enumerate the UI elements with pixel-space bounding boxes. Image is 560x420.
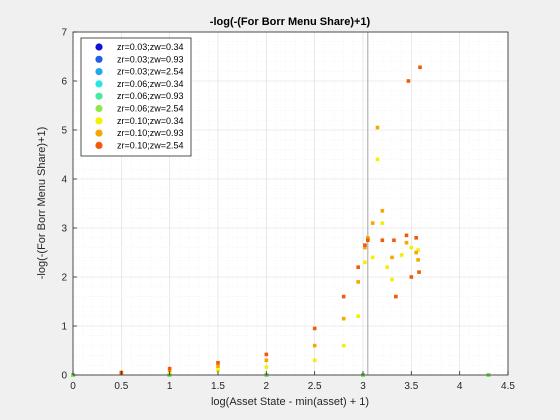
data-point bbox=[418, 65, 422, 70]
x-tick-label: 4.5 bbox=[501, 381, 515, 392]
legend-entry: zr=0.06;zw=0.34 bbox=[117, 79, 184, 89]
legend-entry: zr=0.03;zw=0.93 bbox=[117, 54, 184, 64]
plot-frame bbox=[72, 31, 509, 376]
data-point bbox=[363, 260, 367, 265]
data-point bbox=[399, 253, 404, 257]
x-tick-label: 0 bbox=[70, 381, 76, 392]
data-point bbox=[416, 248, 420, 252]
series-9 bbox=[119, 65, 422, 375]
data-point bbox=[216, 368, 220, 372]
data-point bbox=[216, 360, 220, 365]
data-point bbox=[356, 265, 360, 269]
data-point bbox=[414, 236, 418, 240]
legend-entry: zr=0.03;zw=2.54 bbox=[117, 67, 184, 77]
data-point bbox=[363, 243, 367, 247]
y-tick-label: 1 bbox=[61, 322, 67, 333]
data-point bbox=[264, 365, 269, 369]
y-tick-label: 6 bbox=[61, 77, 67, 88]
data-point bbox=[312, 343, 317, 348]
data-point bbox=[312, 326, 317, 331]
legend-entry: zr=0.10;zw=0.93 bbox=[117, 128, 184, 138]
y-tick-label: 7 bbox=[61, 28, 67, 39]
y-axis-ticks: 0 1 2 3 4 5 6 7 bbox=[61, 28, 77, 382]
legend-entry: zr=0.06;zw=2.54 bbox=[117, 104, 184, 114]
y-tick-label: 0 bbox=[61, 371, 67, 382]
legend-entry: zr=0.06;zw=0.93 bbox=[117, 91, 184, 101]
data-point bbox=[356, 280, 360, 284]
data-point bbox=[390, 277, 394, 282]
legend-marker bbox=[95, 92, 103, 100]
legend-entry: zr=0.10;zw=0.34 bbox=[117, 116, 184, 126]
y-tick-label: 5 bbox=[61, 126, 67, 137]
x-tick-label: 2 bbox=[264, 381, 270, 392]
x-tick-label: 3.5 bbox=[404, 381, 418, 392]
x-axis-ticks: 0 0.5 1 1.5 2 2.5 3 3.5 4 4.5 bbox=[70, 371, 515, 392]
data-point bbox=[394, 294, 398, 299]
data-point bbox=[356, 314, 360, 318]
legend-marker bbox=[95, 104, 103, 113]
data-point bbox=[363, 245, 367, 250]
data-point bbox=[380, 238, 385, 243]
x-tick-label: 0.5 bbox=[114, 381, 128, 392]
x-axis-label: log(Asset State - min(asset) + 1) bbox=[211, 396, 369, 408]
data-point bbox=[409, 275, 414, 279]
legend-marker bbox=[95, 129, 103, 137]
data-point bbox=[416, 258, 420, 262]
data-point bbox=[375, 157, 380, 162]
data-point bbox=[312, 358, 317, 363]
legend-marker bbox=[95, 117, 103, 125]
data-point bbox=[380, 209, 385, 213]
data-point bbox=[366, 236, 370, 240]
data-point bbox=[370, 255, 375, 260]
data-point bbox=[366, 238, 370, 243]
data-point bbox=[375, 125, 380, 130]
data-point bbox=[409, 245, 414, 250]
data-point bbox=[404, 240, 409, 245]
data-point bbox=[404, 233, 409, 238]
x-tick-label: 2.5 bbox=[308, 381, 322, 392]
y-tick-label: 2 bbox=[61, 273, 67, 284]
data-point bbox=[406, 79, 411, 83]
data-point bbox=[385, 265, 389, 269]
data-point bbox=[341, 294, 346, 299]
x-tick-label: 4 bbox=[457, 381, 463, 392]
data-point bbox=[417, 270, 421, 274]
legend-marker bbox=[95, 68, 103, 76]
data-point bbox=[264, 358, 269, 363]
y-axis-label: -log(-(For Borr Menu Share)+1) bbox=[36, 127, 48, 280]
legend-marker bbox=[95, 55, 103, 63]
data-point bbox=[341, 316, 346, 321]
data-point bbox=[370, 221, 375, 225]
legend-marker bbox=[95, 43, 103, 51]
legend-entry: zr=0.10;zw=2.54 bbox=[117, 140, 184, 150]
y-tick-label: 4 bbox=[61, 175, 67, 186]
data-point bbox=[341, 343, 346, 348]
legend-marker bbox=[95, 141, 103, 149]
data-point bbox=[380, 221, 385, 225]
chart-title: -log(-(For Borr Menu Share)+1) bbox=[210, 16, 371, 28]
legend: zr=0.03;zw=0.34 zr=0.03;zw=0.93 zr=0.03;zw… bbox=[80, 37, 192, 157]
x-tick-label: 3 bbox=[360, 381, 366, 392]
x-tick-label: 1 bbox=[167, 381, 173, 392]
y-tick-label: 3 bbox=[61, 224, 67, 235]
data-point bbox=[167, 366, 172, 371]
legend-entry: zr=0.03;zw=0.34 bbox=[117, 42, 184, 52]
data-point bbox=[414, 250, 418, 255]
x-tick-label: 1.5 bbox=[211, 381, 225, 392]
data-point bbox=[390, 255, 394, 260]
legend-marker bbox=[95, 80, 103, 88]
data-point bbox=[392, 238, 396, 243]
data-point bbox=[216, 364, 220, 368]
data-point bbox=[264, 352, 269, 357]
